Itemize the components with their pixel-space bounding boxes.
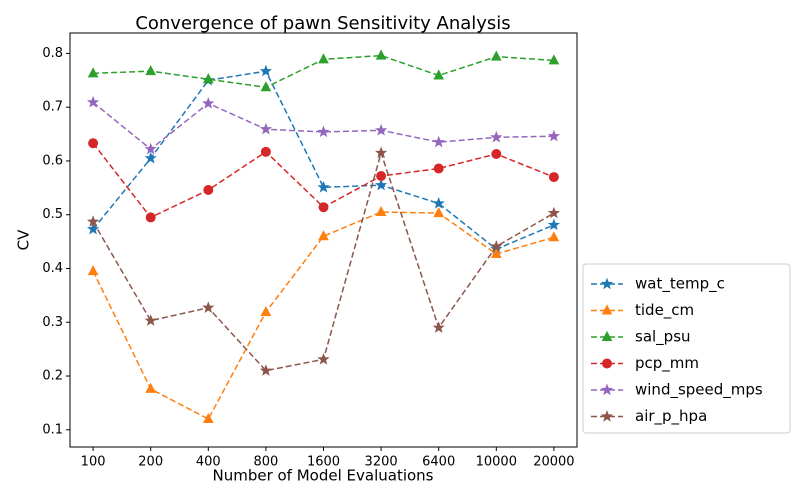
marker: [374, 123, 388, 136]
marker: [86, 95, 100, 108]
marker: [88, 138, 99, 149]
legend-box: [582, 263, 791, 434]
marker: [318, 53, 329, 64]
marker: [432, 197, 445, 209]
marker: [317, 125, 330, 138]
x-tick-label: 6400: [422, 455, 455, 470]
marker: [317, 180, 330, 193]
y-tick-label: 0.4: [42, 261, 63, 276]
legend-text: air_p_hpa: [635, 407, 707, 426]
marker: [145, 212, 156, 223]
y-tick-label: 0.5: [42, 207, 63, 222]
y-tick-label: 0.2: [42, 369, 63, 384]
marker: [318, 230, 329, 241]
marker: [491, 148, 502, 159]
marker: [490, 50, 502, 61]
marker: [374, 146, 388, 159]
y-tick-label: 0.3: [42, 315, 63, 330]
marker: [548, 54, 560, 65]
x-tick-label: 400: [196, 455, 221, 470]
marker: [260, 146, 271, 157]
marker: [260, 81, 272, 92]
marker: [145, 382, 157, 393]
chart-title: Convergence of pawn Sensitivity Analysis: [135, 13, 510, 34]
marker: [490, 130, 503, 143]
marker: [144, 151, 157, 164]
marker: [318, 202, 329, 213]
marker: [374, 178, 388, 191]
x-tick-label: 3200: [365, 455, 398, 470]
x-tick-label: 20000: [533, 455, 574, 470]
x-tick-label: 800: [253, 455, 278, 470]
marker: [259, 64, 273, 77]
marker: [548, 172, 559, 183]
marker: [548, 231, 560, 242]
y-tick-label: 0.6: [42, 153, 63, 168]
marker: [490, 247, 502, 258]
x-tick-label: 100: [81, 455, 106, 470]
legend-text: sal_psu: [635, 328, 691, 347]
x-axis-label: Number of Model Evaluations: [212, 467, 433, 485]
marker: [202, 412, 214, 424]
x-tick-label: 1600: [307, 455, 340, 470]
x-tick-label: 10000: [476, 455, 517, 470]
marker: [547, 206, 561, 219]
y-tick-label: 0.7: [42, 100, 63, 115]
marker: [317, 352, 330, 365]
marker: [86, 222, 100, 235]
marker: [202, 96, 215, 109]
y-axis-label: CV: [15, 229, 33, 250]
marker: [547, 129, 561, 142]
marker: [145, 65, 157, 76]
legend-text: pcp_mm: [635, 354, 699, 373]
marker: [433, 207, 445, 218]
y-tick-label: 0.8: [42, 46, 63, 61]
marker: [601, 304, 613, 315]
x-tick-label: 200: [138, 455, 163, 470]
marker: [376, 171, 387, 182]
marker: [375, 205, 387, 217]
marker: [600, 410, 614, 422]
marker: [433, 69, 445, 80]
marker: [433, 163, 444, 174]
marker: [259, 122, 273, 135]
marker: [375, 49, 387, 60]
marker: [260, 305, 272, 317]
series-line: [92, 101, 554, 151]
marker: [490, 240, 503, 252]
legend-text: wat_temp_c: [635, 275, 725, 294]
marker: [600, 277, 614, 290]
marker: [202, 73, 214, 84]
series-line: [92, 70, 555, 251]
legend-text: tide_cm: [635, 301, 694, 320]
marker: [602, 358, 612, 369]
marker: [432, 135, 445, 148]
marker: [144, 142, 157, 155]
marker: [259, 364, 273, 376]
marker: [86, 215, 100, 227]
series-line: [92, 211, 555, 421]
y-tick-label: 0.1: [42, 422, 63, 437]
marker: [600, 383, 614, 396]
marker: [203, 184, 214, 195]
legend-text: wind_speed_mps: [635, 381, 763, 400]
marker: [87, 67, 99, 78]
marker: [144, 314, 157, 326]
marker: [547, 218, 561, 231]
marker: [432, 321, 445, 333]
marker: [601, 330, 613, 341]
marker: [87, 265, 99, 276]
marker: [202, 301, 215, 313]
